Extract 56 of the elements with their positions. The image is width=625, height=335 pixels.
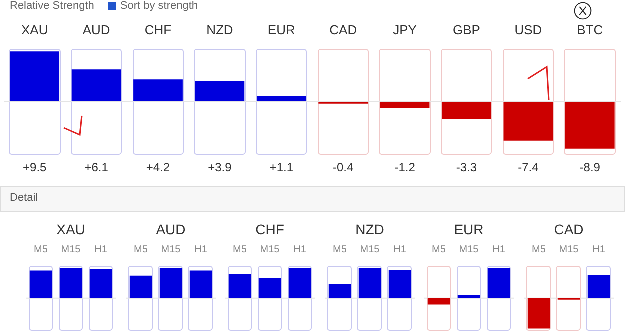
data-label: +4.2	[146, 160, 170, 174]
x-tick-label: M5	[332, 244, 347, 256]
x-tick-label: M5	[134, 244, 148, 256]
x-tick-label: USD	[514, 22, 542, 38]
x-tick-label: CHF	[144, 22, 172, 38]
text: Detail	[10, 192, 38, 204]
x-tick-label: M5	[233, 244, 248, 256]
data-label: +6.1	[84, 160, 109, 174]
chart-title: NZD	[355, 221, 384, 238]
data-label: -7.4	[518, 160, 540, 174]
chart-title: Relative Strength	[10, 0, 94, 12]
x-tick-label: H1	[94, 244, 108, 256]
x-tick-label: NZD	[206, 22, 234, 38]
data-label: +3.9	[208, 160, 232, 174]
data-label: +9.5	[23, 160, 48, 174]
x-tick-label: CAD	[330, 22, 358, 38]
bar	[256, 96, 306, 102]
x-tick-label: AUD	[82, 22, 110, 38]
bar	[565, 102, 615, 149]
x-tick-label: M5	[432, 244, 446, 256]
text: Sort by strength	[120, 0, 198, 12]
chart-title: AUD	[156, 221, 186, 238]
x-tick-label: M15	[558, 244, 579, 256]
data-label: -3.3	[456, 160, 478, 174]
data-label: -0.4	[333, 160, 354, 174]
x-tick-label: M15	[260, 244, 280, 256]
x-tick-label: M5	[532, 244, 546, 256]
x-tick-label: M15	[360, 244, 380, 256]
x-tick-label: M15	[160, 244, 181, 256]
x-tick-label: M15	[459, 244, 480, 256]
x-tick-label: GBP	[453, 22, 480, 38]
x-tick-label: EUR	[268, 22, 296, 38]
x-tick-label: M5	[34, 244, 48, 256]
bar	[72, 70, 122, 102]
x-tick-label: JPY	[393, 22, 418, 38]
x-tick-label: BTC	[577, 22, 604, 38]
bar	[10, 52, 60, 102]
chart-title: EUR	[454, 221, 484, 238]
bar	[504, 102, 554, 141]
x-tick-label: H1	[393, 244, 406, 256]
data-label: -8.9	[580, 160, 601, 174]
chart-title: XAU	[56, 221, 86, 238]
bar	[442, 102, 492, 120]
x-tick-label: XAU	[21, 22, 48, 38]
data-label: +1.1	[270, 160, 294, 174]
data-label: -1.2	[394, 160, 416, 174]
x-tick-label: M15	[61, 244, 82, 256]
bar	[195, 81, 245, 102]
bar	[134, 80, 183, 102]
x-tick-label: H1	[492, 244, 506, 256]
chart-title: CHF	[256, 221, 284, 238]
x-tick-label: H1	[294, 244, 307, 256]
bar	[380, 102, 430, 108]
x-tick-label: H1	[194, 244, 208, 256]
chart-title: CAD	[554, 221, 584, 238]
x-tick-label: H1	[592, 244, 606, 256]
